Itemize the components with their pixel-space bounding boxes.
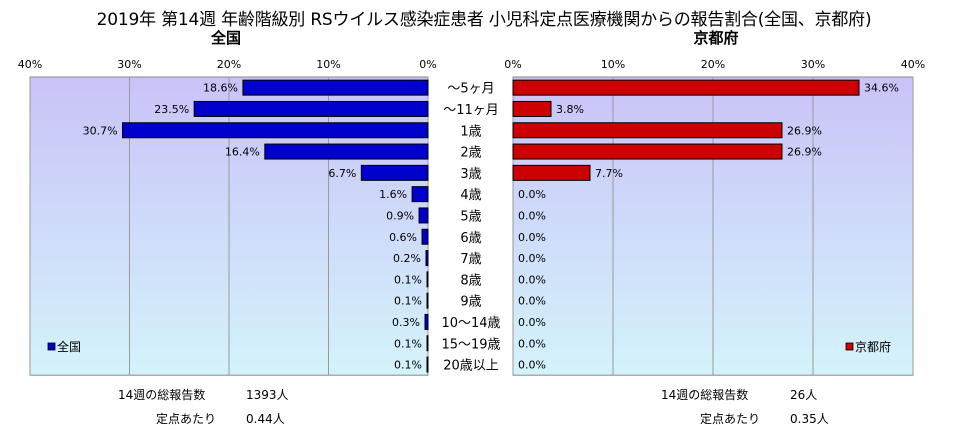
category-label: ～11ヶ月: [443, 103, 499, 118]
category-label: 15～19歳: [441, 337, 500, 352]
kyoto-data-label: 0.0%: [518, 231, 546, 244]
kyoto-per-site-value: 0.35人: [790, 412, 829, 426]
national-data-label: 18.6%: [203, 82, 238, 95]
category-label: 9歳: [460, 295, 481, 310]
national-bar: [426, 271, 429, 288]
category-label: ～5ヶ月: [447, 82, 494, 97]
kyoto-data-label: 0.0%: [518, 316, 546, 329]
national-data-label: 0.1%: [394, 295, 422, 308]
category-label: 1歳: [460, 124, 481, 139]
category-label: 8歳: [460, 273, 481, 288]
national-tick-label: 30%: [117, 58, 141, 71]
national-bar: [418, 207, 429, 224]
national-data-label: 0.2%: [393, 252, 421, 265]
national-per-site-value: 0.44人: [246, 412, 285, 426]
kyoto-data-label: 3.8%: [556, 103, 584, 116]
national-data-label: 0.6%: [389, 231, 417, 244]
kyoto-tick-label: 40%: [901, 58, 925, 71]
kyoto-per-site-label: 定点あたり: [700, 412, 761, 426]
category-label: 10～14歳: [441, 316, 500, 331]
category-label: 2歳: [460, 146, 481, 161]
national-bar: [193, 100, 429, 117]
kyoto-data-label: 0.0%: [518, 209, 546, 222]
kyoto-tick-label: 10%: [601, 58, 625, 71]
national-bar: [411, 186, 429, 203]
national-data-label: 16.4%: [225, 146, 260, 159]
national-panel-title: 全国: [210, 29, 241, 47]
kyoto-legend-label: 京都府: [855, 339, 891, 354]
kyoto-data-label: 0.0%: [518, 273, 546, 286]
category-label: 5歳: [460, 209, 481, 224]
national-data-label: 0.1%: [394, 273, 422, 286]
kyoto-total-label: 14週の総報告数: [661, 388, 749, 402]
kyoto-bar: [512, 164, 591, 181]
kyoto-panel-title: 京都府: [693, 29, 738, 47]
national-data-label: 23.5%: [154, 103, 189, 116]
kyoto-tick-label: 30%: [801, 58, 825, 71]
category-label: 4歳: [460, 188, 481, 203]
kyoto-data-label: 0.0%: [518, 252, 546, 265]
national-bar: [242, 79, 429, 96]
kyoto-bar: [512, 122, 783, 139]
page-title: 2019年 第14週 年齢階級別 RSウイルス感染症患者 小児科定点医療機関から…: [96, 10, 872, 30]
national-legend-swatch: [47, 342, 56, 351]
national-bar: [360, 164, 429, 181]
kyoto-bar: [512, 100, 552, 117]
national-tick-label: 40%: [18, 58, 42, 71]
kyoto-data-label: 26.9%: [787, 146, 822, 159]
national-per-site-label: 定点あたり: [156, 412, 217, 426]
national-data-label: 30.7%: [83, 124, 118, 137]
national-data-label: 0.3%: [392, 316, 420, 329]
national-data-label: 1.6%: [379, 188, 407, 201]
kyoto-tick-label: 20%: [701, 58, 725, 71]
kyoto-legend-swatch: [845, 342, 854, 351]
national-tick-label: 10%: [316, 58, 340, 71]
national-total-value: 1393人: [246, 388, 289, 402]
national-bar: [426, 356, 429, 373]
category-label: 6歳: [460, 231, 481, 246]
kyoto-data-label: 0.0%: [518, 337, 546, 350]
national-data-label: 0.1%: [394, 359, 422, 372]
national-tick-label: 20%: [217, 58, 241, 71]
kyoto-data-label: 0.0%: [518, 295, 546, 308]
category-label: 20歳以上: [443, 359, 499, 374]
national-bar: [426, 292, 429, 309]
national-bar: [122, 122, 429, 139]
national-total-label: 14週の総報告数: [118, 388, 206, 402]
national-bar: [425, 250, 429, 267]
national-tick-label: 0%: [419, 58, 436, 71]
category-label: 7歳: [460, 252, 481, 267]
national-bar: [264, 143, 429, 160]
national-bar: [424, 313, 429, 330]
kyoto-data-label: 26.9%: [787, 124, 822, 137]
kyoto-total-value: 26人: [790, 388, 818, 402]
kyoto-bar: [512, 143, 783, 160]
kyoto-tick-label: 0%: [504, 58, 521, 71]
national-data-label: 6.7%: [328, 167, 356, 180]
national-bar: [426, 335, 429, 352]
national-legend-label: 全国: [57, 339, 81, 354]
kyoto-bar: [512, 79, 860, 96]
kyoto-data-label: 0.0%: [518, 359, 546, 372]
kyoto-data-label: 7.7%: [595, 167, 623, 180]
kyoto-data-label: 0.0%: [518, 188, 546, 201]
national-data-label: 0.9%: [386, 209, 414, 222]
category-label: 3歳: [460, 167, 481, 182]
national-data-label: 0.1%: [394, 337, 422, 350]
kyoto-data-label: 34.6%: [864, 82, 899, 95]
national-bar: [421, 228, 429, 245]
